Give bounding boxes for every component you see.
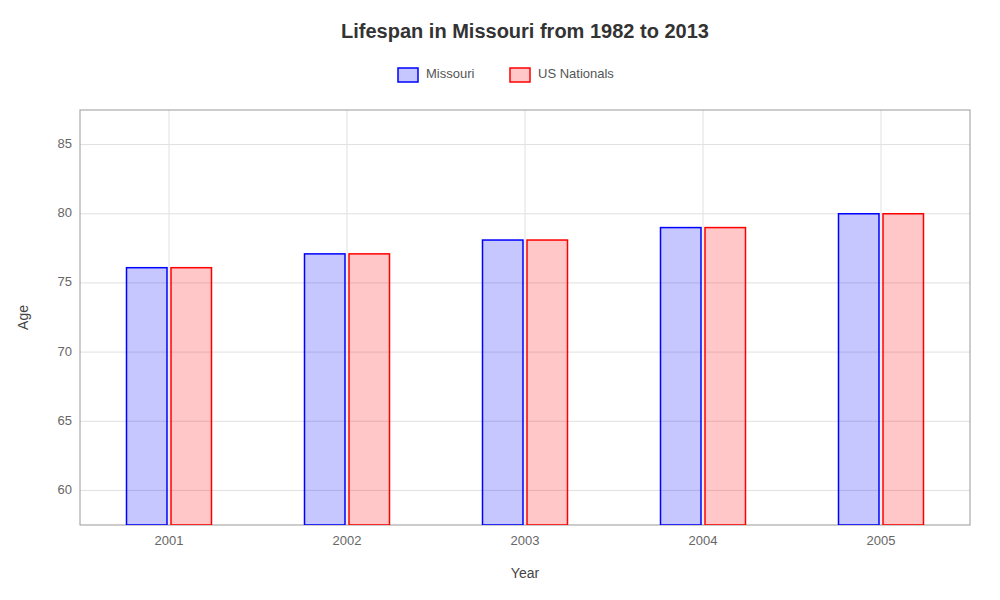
x-tick-label: 2004 xyxy=(689,533,718,548)
y-tick-label: 85 xyxy=(58,136,72,151)
x-grid-line xyxy=(703,110,704,525)
x-grid-line xyxy=(169,110,170,525)
bar xyxy=(705,228,746,525)
chart-title: Lifespan in Missouri from 1982 to 2013 xyxy=(341,20,709,42)
y-axis-label: Age xyxy=(15,305,31,330)
bar xyxy=(661,228,702,525)
bar xyxy=(127,268,168,525)
y-tick-label: 75 xyxy=(58,274,72,289)
bar xyxy=(839,214,880,525)
chart-container: 60 65 70 75 80 85 2001 2002 2003 2004 2005 Year Age L… xyxy=(0,0,1000,600)
bar xyxy=(527,240,568,525)
bar xyxy=(305,254,346,525)
y-tick-label: 70 xyxy=(58,344,72,359)
legend-swatch xyxy=(510,68,530,82)
x-tick-label: 2003 xyxy=(511,533,540,548)
page: {"chart_data": {"type": "bar", "title": … xyxy=(0,0,1000,600)
x-tick-label: 2005 xyxy=(867,533,896,548)
x-axis-label: Year xyxy=(511,565,540,581)
bars xyxy=(127,214,924,525)
x-tick-label: 2001 xyxy=(155,533,184,548)
legend-label: US Nationals xyxy=(538,66,614,81)
legend: Missouri US Nationals xyxy=(398,66,614,82)
x-grid-line xyxy=(347,110,348,525)
x-tick-label: 2002 xyxy=(333,533,362,548)
grid xyxy=(80,110,970,525)
y-tick-label: 80 xyxy=(58,205,72,220)
legend-swatch xyxy=(398,68,418,82)
y-tick-label: 65 xyxy=(58,413,72,428)
bar xyxy=(883,214,924,525)
bar xyxy=(171,268,212,525)
legend-label: Missouri xyxy=(426,66,475,81)
chart-svg: 60 65 70 75 80 85 2001 2002 2003 2004 2005 Year Age L… xyxy=(0,0,1000,600)
bar xyxy=(483,240,524,525)
x-grid-line xyxy=(881,110,882,525)
y-tick-label: 60 xyxy=(58,482,72,497)
plot-frame xyxy=(80,110,970,525)
bar xyxy=(349,254,390,525)
x-grid-line xyxy=(525,110,526,525)
